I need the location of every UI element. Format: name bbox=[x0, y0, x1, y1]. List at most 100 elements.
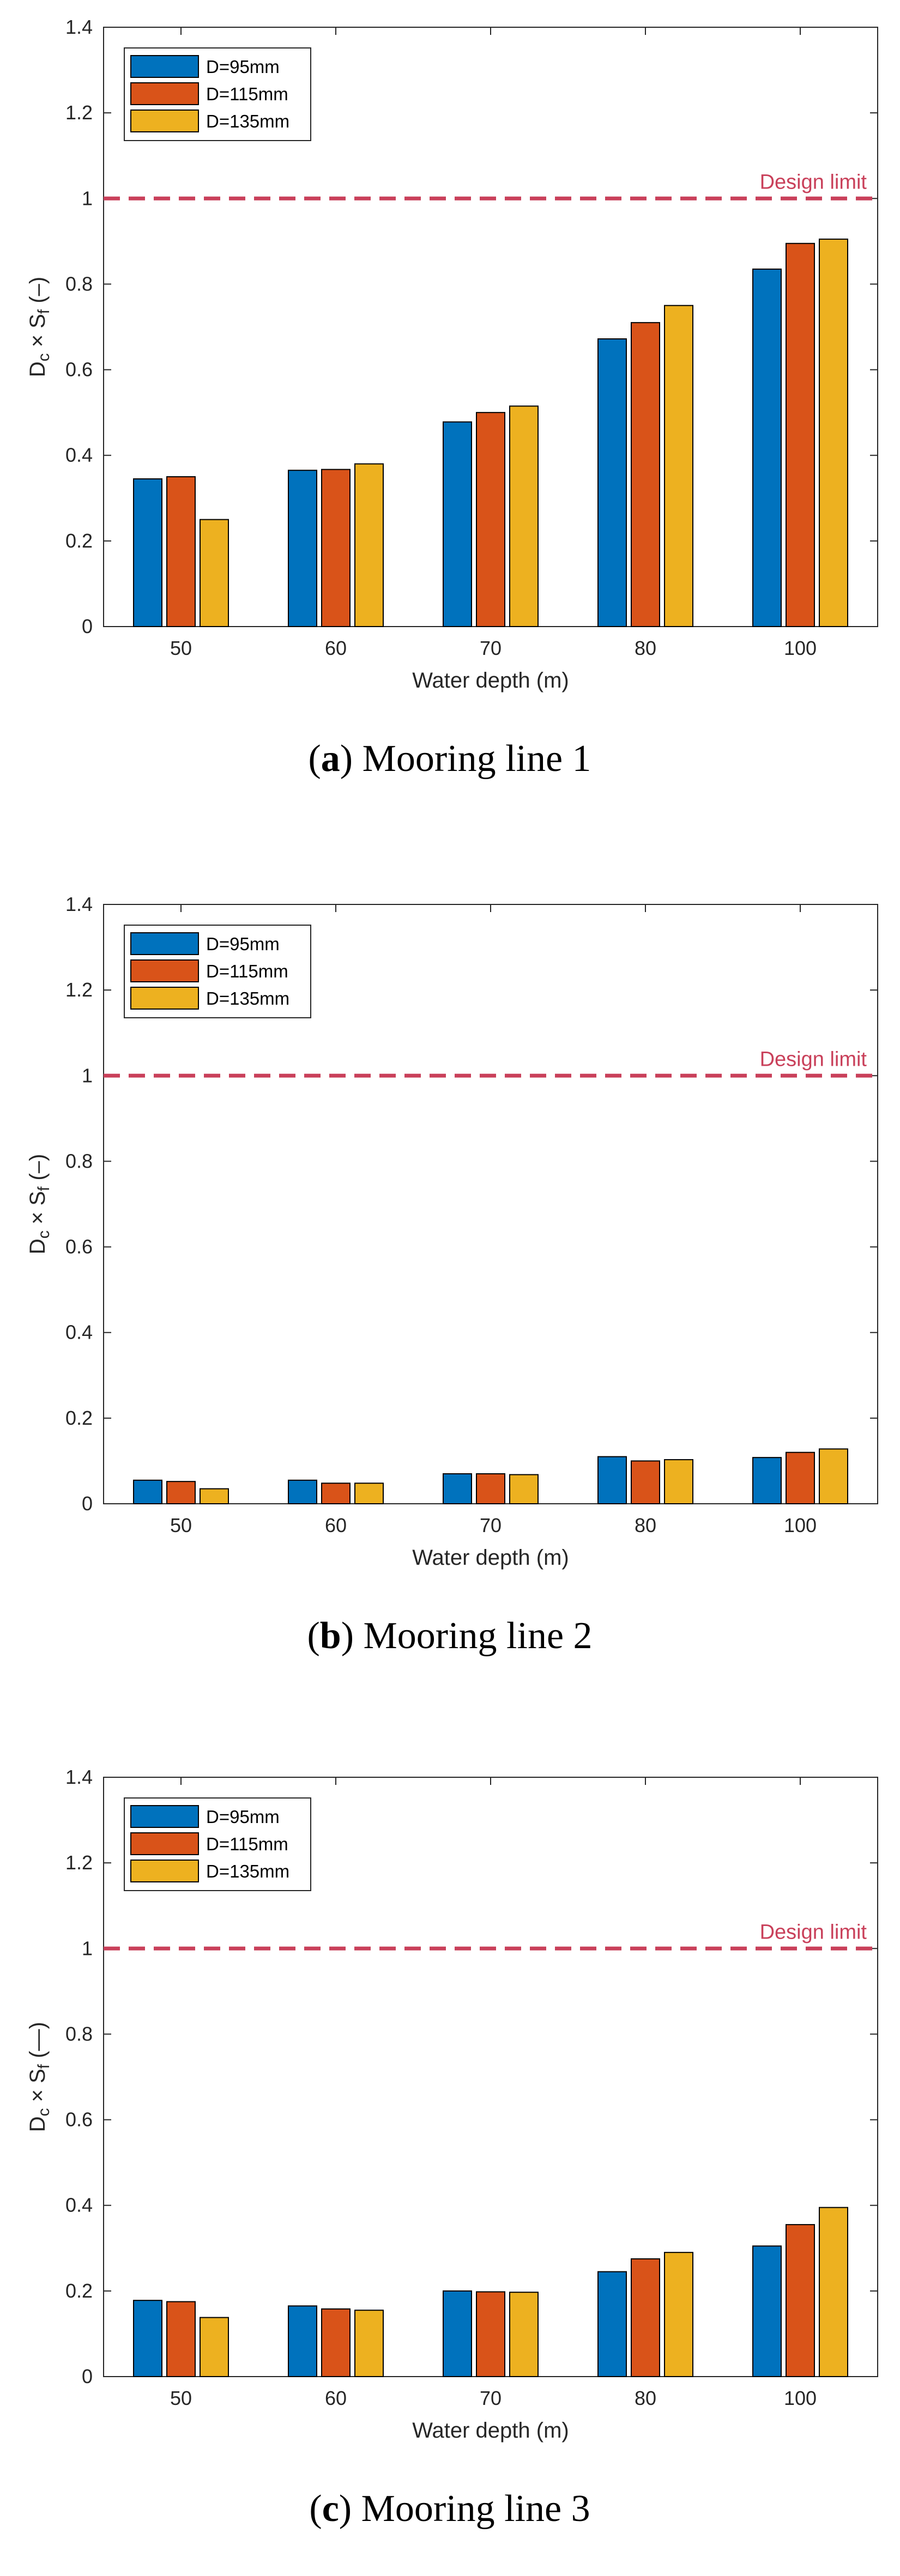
caption-title: Mooring line 1 bbox=[363, 738, 591, 780]
y-tick-label: 0.8 bbox=[65, 272, 93, 295]
y-tick-label: 0.4 bbox=[65, 1321, 93, 1344]
y-tick-label: 1 bbox=[82, 1937, 93, 1959]
bar-d135mm-50 bbox=[200, 519, 229, 627]
chart-panel-c: 0 0.2 0.4 0.6 0.8 1 1.2 1.4 50 60 70 80 100 Design li… bbox=[26, 1766, 878, 2530]
x-tick-label: 60 bbox=[325, 2387, 347, 2409]
bar-d95mm-70 bbox=[443, 421, 472, 628]
y-axis-title: Dc × Sf (–) bbox=[26, 1154, 53, 1255]
y-tick-label: 1 bbox=[82, 187, 93, 209]
bar-d115mm-80 bbox=[631, 322, 660, 627]
legend-swatch bbox=[130, 82, 199, 105]
legend-entry: D=95mm bbox=[206, 1807, 280, 1827]
y-tick-label: 1.2 bbox=[65, 101, 93, 124]
caption-paren: ( bbox=[307, 1615, 319, 1657]
bar-d115mm-80 bbox=[631, 1460, 660, 1504]
y-axis-title-part: × S bbox=[26, 2069, 50, 2108]
legend-entry: D=115mm bbox=[206, 1834, 288, 1854]
caption-paren: ) bbox=[339, 2488, 361, 2530]
y-axis-title-part: D bbox=[26, 1238, 50, 1254]
chart-panel-a: 0 0.2 0.4 0.6 0.8 1 1.2 1.4 50 60 70 80 100 Design li… bbox=[26, 16, 878, 780]
x-tick-label: 80 bbox=[635, 1514, 656, 1536]
x-tick-label: 70 bbox=[480, 637, 502, 659]
bar-d135mm-80 bbox=[664, 2252, 693, 2378]
y-tick-label: 1.4 bbox=[65, 893, 93, 915]
bar-d95mm-50 bbox=[133, 1479, 162, 1504]
bar-d135mm-80 bbox=[664, 1459, 693, 1505]
legend-swatch bbox=[130, 110, 199, 132]
bar-d115mm-60 bbox=[321, 1483, 351, 1504]
legend-swatch bbox=[130, 932, 199, 955]
y-tick-label: 0.2 bbox=[65, 530, 93, 552]
bar-d95mm-50 bbox=[133, 478, 162, 628]
caption-paren: ( bbox=[309, 2488, 322, 2530]
caption-paren: ( bbox=[308, 738, 321, 780]
y-tick-label: 1.2 bbox=[65, 979, 93, 1001]
legend-swatch bbox=[130, 1805, 199, 1828]
x-axis-title: Water depth (m) bbox=[412, 669, 569, 692]
legend-swatch bbox=[130, 55, 199, 78]
y-tick-label: 0.8 bbox=[65, 1150, 93, 1172]
legend-swatch bbox=[130, 1832, 199, 1855]
bar-d135mm-100 bbox=[819, 238, 848, 627]
bar-d135mm-100 bbox=[819, 1448, 848, 1504]
bar-d135mm-60 bbox=[354, 463, 384, 628]
legend-entry: D=115mm bbox=[206, 84, 288, 104]
y-axis-title: Dc × Sf (–) bbox=[26, 277, 53, 378]
legend-entry: D=135mm bbox=[206, 111, 289, 131]
bar-d135mm-60 bbox=[354, 2310, 384, 2378]
caption-title: Mooring line 2 bbox=[364, 1615, 593, 1657]
legend-entry: D=95mm bbox=[206, 934, 280, 954]
design-limit-label: Design limit bbox=[760, 171, 867, 193]
y-tick-label: 1.2 bbox=[65, 1851, 93, 1874]
y-tick-label: 1 bbox=[82, 1064, 93, 1086]
bar-d115mm-100 bbox=[786, 2224, 815, 2378]
bar-d95mm-100 bbox=[752, 1457, 782, 1504]
y-axis-title-part: c bbox=[35, 353, 53, 361]
bar-d115mm-70 bbox=[476, 1473, 505, 1504]
x-tick-label: 80 bbox=[635, 637, 656, 659]
y-tick-label: 0.6 bbox=[65, 2109, 93, 2131]
bar-d95mm-60 bbox=[288, 2305, 317, 2377]
caption-letter: a bbox=[321, 738, 340, 780]
bar-d95mm-80 bbox=[597, 338, 627, 627]
bar-d115mm-60 bbox=[321, 2308, 351, 2377]
y-axis-title-part: c bbox=[35, 2108, 53, 2116]
x-tick-label: 50 bbox=[170, 637, 192, 659]
x-tick-label: 80 bbox=[635, 2387, 656, 2409]
panel-caption: (c) Mooring line 3 bbox=[309, 2488, 590, 2530]
x-tick-label: 100 bbox=[784, 2387, 817, 2409]
bar-d95mm-50 bbox=[133, 2300, 162, 2378]
y-tick-label: 0.8 bbox=[65, 2022, 93, 2045]
legend-entry: D=135mm bbox=[206, 1861, 289, 1881]
x-tick-label: 70 bbox=[480, 2387, 502, 2409]
y-axis-title: Dc × Sf (—) bbox=[26, 2022, 53, 2132]
caption-paren: ) bbox=[340, 738, 363, 780]
bar-d95mm-100 bbox=[752, 2245, 782, 2377]
bar-d135mm-100 bbox=[819, 2207, 848, 2377]
bar-d115mm-80 bbox=[631, 2258, 660, 2378]
legend-entry: D=135mm bbox=[206, 988, 289, 1008]
y-tick-label: 0.2 bbox=[65, 2280, 93, 2302]
bar-d135mm-60 bbox=[354, 1483, 384, 1504]
bar-d95mm-80 bbox=[597, 1456, 627, 1505]
bar-d95mm-70 bbox=[443, 2290, 472, 2377]
bar-d95mm-60 bbox=[288, 1479, 317, 1504]
x-tick-label: 50 bbox=[170, 1514, 192, 1536]
x-tick-label: 60 bbox=[325, 637, 347, 659]
x-tick-label: 50 bbox=[170, 2387, 192, 2409]
x-tick-label: 60 bbox=[325, 1514, 347, 1536]
panel-caption: (a) Mooring line 1 bbox=[308, 738, 591, 780]
x-axis-title: Water depth (m) bbox=[412, 2419, 569, 2443]
bar-d115mm-60 bbox=[321, 469, 351, 628]
y-tick-label: 0.4 bbox=[65, 444, 93, 466]
y-tick-label: 1.4 bbox=[65, 16, 93, 38]
y-tick-label: 0.6 bbox=[65, 1236, 93, 1258]
y-tick-label: 0.2 bbox=[65, 1407, 93, 1429]
bar-d115mm-50 bbox=[166, 1481, 196, 1504]
bar-d135mm-70 bbox=[509, 405, 539, 627]
y-axis-title-part: D bbox=[26, 2116, 50, 2132]
legend-entry: D=115mm bbox=[206, 961, 288, 981]
bar-d95mm-100 bbox=[752, 268, 782, 627]
bar-d135mm-70 bbox=[509, 1474, 539, 1505]
